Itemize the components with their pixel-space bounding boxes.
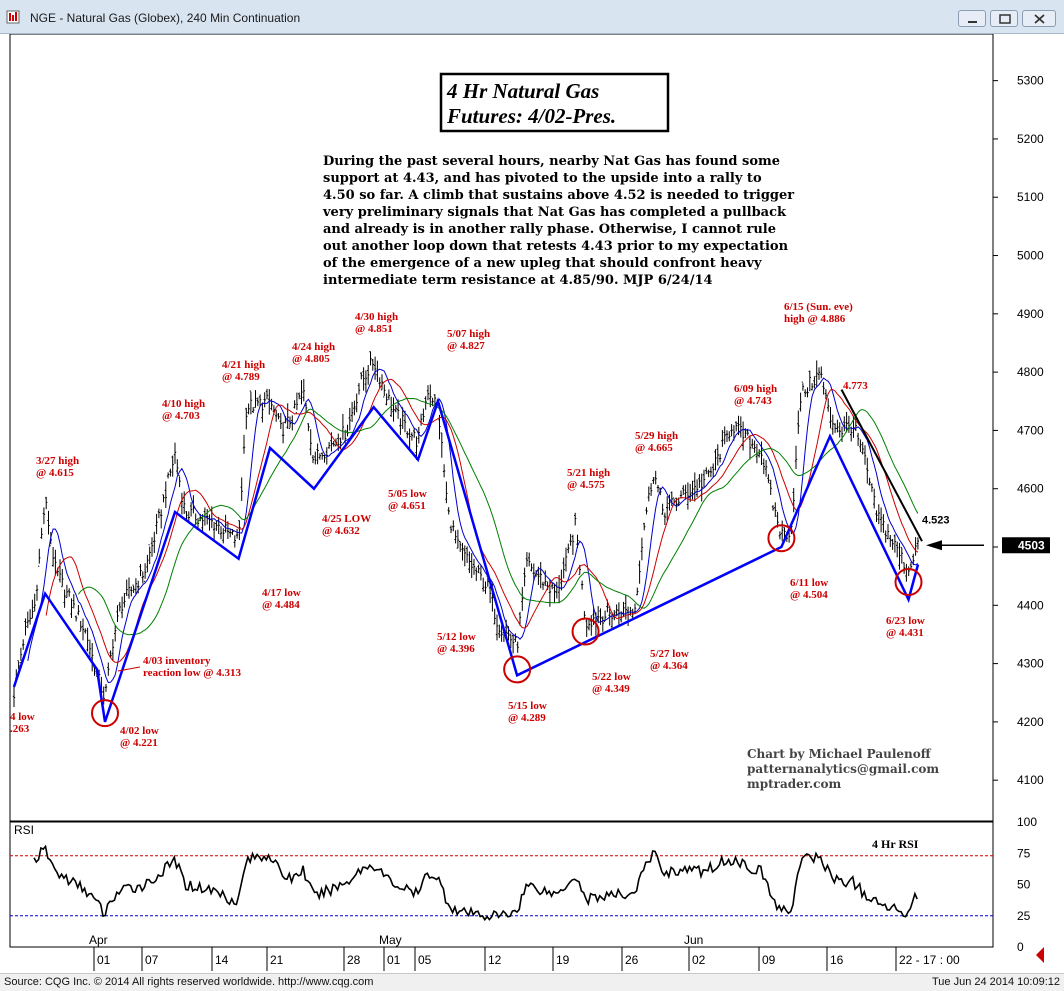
rsi-panel-frame [9,821,994,948]
circled-low-marker [503,655,532,684]
maximize-button[interactable] [990,10,1018,27]
circled-low-marker [571,617,600,646]
date-tick-label: 05 [418,953,432,967]
scroll-left-arrow-icon[interactable] [1036,947,1044,963]
date-tick-label: 09 [762,953,776,967]
circled-low-marker [767,524,796,553]
maximize-icon [999,14,1011,24]
price-annotation: 5/15 low @ 4.289 [508,700,547,724]
chart-app-icon [6,10,20,24]
price-chart[interactable]: 4100420043004400450046004700480049005000… [0,34,1064,973]
month-label: Apr [89,933,108,947]
ma-fast-line [27,368,919,684]
rsi-tick-label: 100 [1017,815,1037,829]
price-tick-label: 4800 [1017,365,1044,379]
rsi-tick-label: 75 [1017,846,1031,860]
price-arrow-head [926,540,942,551]
annotation-leader-line [117,666,141,672]
month-label: May [379,933,402,947]
price-annotation: 4/10 high @ 4.703 [162,398,205,422]
date-tick-label: 21 [270,953,284,967]
chart-credit: Chart by Michael Paulenoff patternanalyti… [747,747,939,791]
descending-trendline [840,389,923,542]
price-annotation: 6/09 high @ 4.743 [734,383,777,407]
price-annotation: 4/17 low @ 4.484 [262,587,301,611]
rsi-line [33,844,918,922]
close-icon [1034,14,1045,24]
price-tick-label: 4400 [1017,598,1044,612]
price-annotation: 4/02 low @ 4.221 [120,725,159,749]
price-annotation: 4/03 inventory reaction low @ 4.313 [143,655,242,679]
price-annotation: 6/23 low @ 4.431 [886,615,925,639]
date-tick-label: 07 [145,953,159,967]
last-price-label: 4503 [1018,538,1045,552]
price-tick-label: 5000 [1017,249,1044,263]
price-annotation: 5/21 high @ 4.575 [567,467,610,491]
wave-path [12,397,920,723]
price-annotation: 4.773 [843,380,868,392]
date-tick-label: 01 [387,953,401,967]
price-tick-label: 4100 [1017,773,1044,787]
price-tick-label: 4700 [1017,423,1044,437]
date-tick-label: 28 [347,953,361,967]
ma-slow-line [77,397,919,636]
date-tick-label: 02 [692,953,706,967]
minimize-button[interactable] [958,10,986,27]
source-credit: Source: CQG Inc. © 2014 All rights reser… [4,976,374,988]
price-annotation: 4/30 high @ 4.851 [355,311,398,335]
date-tick-label: 22 - 17 : 00 [899,953,960,967]
price-annotation: 5/07 high @ 4.827 [447,328,490,352]
price-tick-label: 4900 [1017,307,1044,321]
status-timestamp: Tue Jun 24 2014 10:09:12 [931,976,1060,988]
arrow-price-label: 4.523 [922,515,950,527]
price-annotation: 5/05 low @ 4.651 [388,488,427,512]
circled-low-marker [91,699,119,728]
price-tick-label: 5200 [1017,132,1044,146]
rsi-title: 4 Hr RSI [872,837,919,851]
price-annotation: 5/22 low @ 4.349 [592,671,631,695]
price-annotation: 6/15 (Sun. eve) high @ 4.886 [784,301,853,325]
title-bar[interactable]: NGE - Natural Gas (Globex), 240 Min Cont… [0,0,1064,34]
chart-title: 4 Hr Natural Gas Futures: 4/02-Pres. [446,79,616,128]
circled-low-marker [894,567,923,596]
price-annotation: 4 low .263 [10,711,35,735]
price-annotation: 5/29 high @ 4.665 [635,430,678,454]
rsi-tick-label: 0 [1017,940,1024,954]
analyst-commentary: During the past several hours, nearby Na… [322,154,794,288]
date-tick-label: 19 [556,953,570,967]
price-panel-frame [9,34,994,822]
close-button[interactable] [1022,10,1056,27]
rsi-tick-label: 25 [1017,909,1031,923]
price-tick-label: 4300 [1017,657,1044,671]
price-annotation: 4/21 high @ 4.789 [222,359,265,383]
price-annotation: 4/24 high @ 4.805 [292,341,335,365]
price-tick-label: 4600 [1017,482,1044,496]
chart-title-box [439,72,670,133]
window-title: NGE - Natural Gas (Globex), 240 Min Cont… [30,11,301,25]
date-tick-label: 12 [488,953,502,967]
date-tick-label: 14 [215,953,229,967]
date-tick-label: 16 [830,953,844,967]
month-label: Jun [684,933,703,947]
date-tick-label: 26 [625,953,639,967]
last-price-box [1002,537,1050,554]
price-annotation: 5/27 low @ 4.364 [650,648,689,672]
rsi-panel-label: RSI [14,823,34,837]
date-tick-label: 01 [97,953,111,967]
price-tick-label: 4200 [1017,715,1044,729]
price-annotation: 5/12 low @ 4.396 [437,631,476,655]
price-annotation: 4/25 LOW @ 4.632 [322,513,371,537]
price-tick-label: 5100 [1017,190,1044,204]
price-annotation: 3/27 high @ 4.615 [36,455,79,479]
status-bar: Source: CQG Inc. © 2014 All rights reser… [0,973,1064,991]
minimize-icon [968,21,977,23]
rsi-tick-label: 50 [1017,878,1031,892]
price-annotation: 6/11 low @ 4.504 [790,577,828,601]
price-tick-label: 5300 [1017,74,1044,88]
